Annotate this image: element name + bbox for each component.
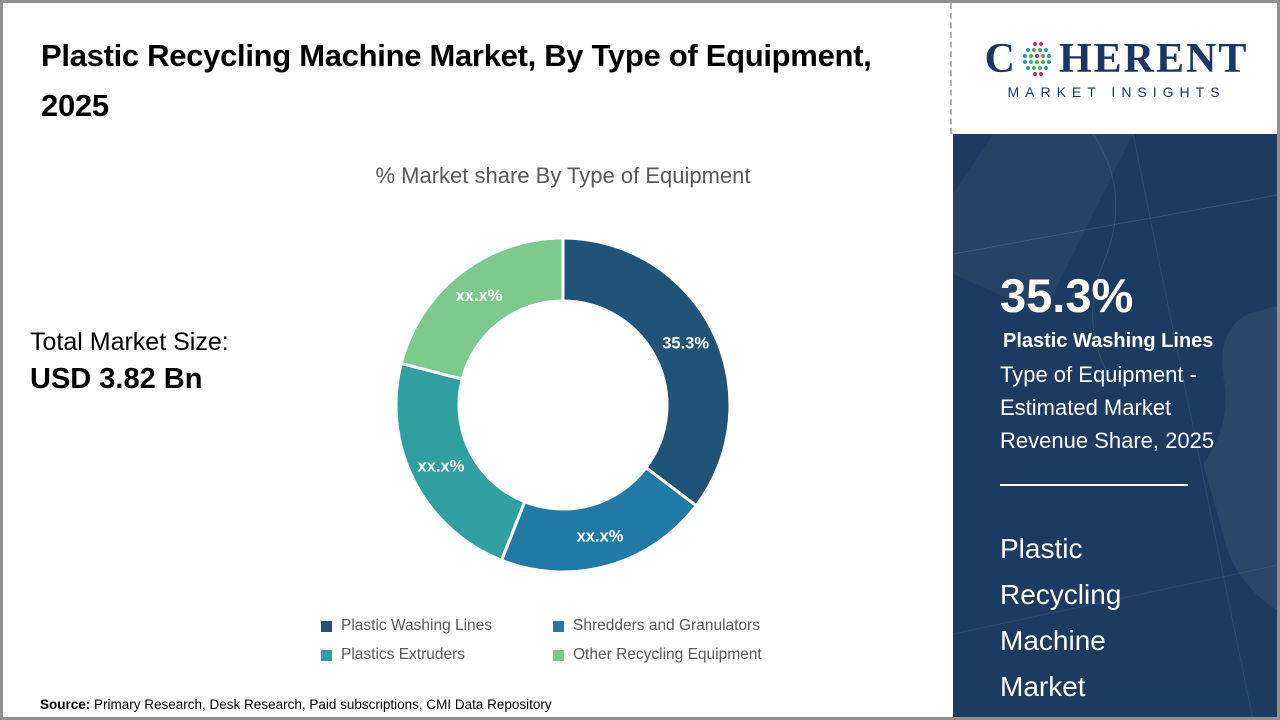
chart-title: % Market share By Type of Equipment	[375, 163, 751, 188]
legend-swatch	[553, 649, 564, 661]
legend-item: Plastic Washing Lines	[321, 617, 553, 635]
donut-slice	[561, 236, 732, 508]
legend-swatch	[553, 620, 564, 632]
donut-slice	[500, 466, 698, 574]
legend-label: Shredders and Granulators	[573, 617, 760, 634]
slice-label: xx.x%	[456, 287, 503, 305]
donut-chart: 35.3% xx.x% xx.x% xx.x%	[389, 231, 737, 579]
market-name: Plastic Recycling Machine Market	[1000, 533, 1122, 702]
brand-wordmark: C HERENT	[985, 38, 1249, 80]
legend-label: Plastic Washing Lines	[341, 617, 493, 634]
chart-legend: Plastic Washing Lines Shredders and Granu…	[321, 617, 831, 664]
legend-item: Shredders and Granulators	[553, 617, 831, 635]
source-label: Source:	[40, 697, 91, 712]
globe-dots-icon	[1022, 41, 1052, 76]
total-market-size: Total Market Size: USD 3.82 Bn	[30, 328, 229, 396]
donut-slice	[394, 361, 527, 562]
page-title: Plastic Recycling Machine Market, By Typ…	[41, 38, 872, 123]
dashed-divider	[950, 3, 952, 134]
total-market-size-label: Total Market Size:	[30, 328, 229, 356]
brand-logo: C HERENT MARKET INSIG	[953, 3, 1277, 134]
stat-divider	[1000, 484, 1188, 486]
donut-svg: 35.3% xx.x% xx.x% xx.x%	[394, 236, 732, 574]
total-market-size-value: USD 3.82 Bn	[30, 363, 203, 395]
source-text: Primary Research, Desk Research, Paid su…	[90, 697, 552, 712]
sidebar-map-texture	[953, 134, 1277, 717]
donut-slice	[399, 236, 565, 381]
sidebar-content: 35.3% Plastic Washing Lines Type of Equi…	[953, 134, 1277, 710]
legend-swatch	[321, 649, 332, 661]
source-line: Source: Primary Research, Desk Research,…	[40, 697, 552, 712]
legend-swatch	[321, 620, 332, 632]
legend-label: Other Recycling Equipment	[573, 646, 762, 663]
stat-label: Plastic Washing Lines	[1003, 330, 1214, 352]
highlight-sidebar: 35.3% Plastic Washing Lines Type of Equi…	[953, 134, 1277, 717]
legend-item: Plastics Extruders	[321, 646, 553, 664]
legend-label: Plastics Extruders	[341, 646, 466, 663]
slice-label: xx.x%	[418, 458, 465, 476]
slice-label: 35.3%	[662, 334, 709, 352]
brand-suffix: HERENT	[1058, 35, 1249, 82]
brand-prefix: C	[984, 35, 1017, 82]
stat-description: Type of Equipment - Estimated Market Rev…	[1000, 362, 1215, 453]
legend-item: Other Recycling Equipment	[553, 646, 831, 664]
slice-label: xx.x%	[577, 527, 624, 545]
brand-subtitle: MARKET INSIGHTS	[1007, 83, 1226, 100]
stat-value: 35.3%	[1000, 269, 1134, 322]
